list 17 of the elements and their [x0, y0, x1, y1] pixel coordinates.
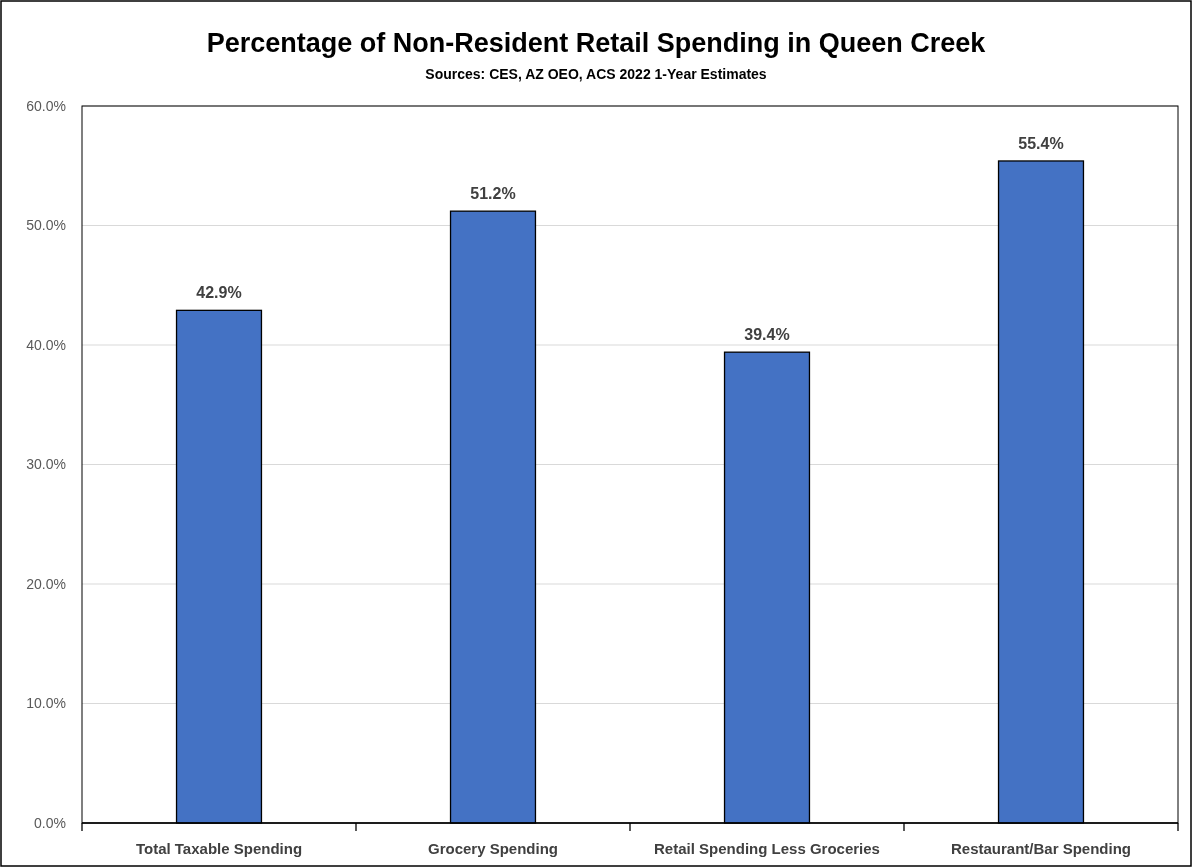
chart-subtitle: Sources: CES, AZ OEO, ACS 2022 1-Year Estimates: [425, 66, 767, 82]
data-label: 39.4%: [744, 326, 790, 344]
y-tick-label: 0.0%: [34, 814, 66, 831]
y-tick-label: 10.0%: [26, 695, 66, 712]
data-label: 42.9%: [196, 284, 242, 302]
chart-title: Percentage of Non-Resident Retail Spending in Queen Creek: [206, 28, 987, 58]
y-tick-label: 60.0%: [26, 97, 66, 114]
y-tick-label: 30.0%: [26, 456, 66, 473]
y-tick-label: 50.0%: [26, 217, 66, 234]
x-tick-label: Retail Spending Less Groceries: [654, 840, 880, 857]
x-tick-label: Grocery Spending: [427, 840, 559, 857]
data-label: 51.2%: [470, 185, 516, 203]
y-tick-label: 40.0%: [26, 336, 66, 353]
x-tick-label: Restaurant/Bar Spending: [950, 840, 1132, 857]
y-tick-label: 20.0%: [26, 575, 66, 592]
data-label: 55.4%: [1018, 134, 1064, 152]
x-tick-label: Total Taxable Spending: [135, 840, 303, 857]
